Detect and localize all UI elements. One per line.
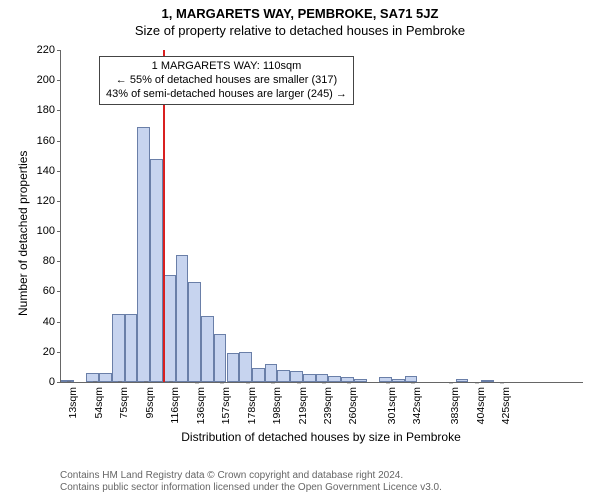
y-tick: 60 bbox=[43, 285, 61, 297]
histogram-bar bbox=[188, 282, 201, 382]
x-tick: 425sqm bbox=[500, 382, 512, 424]
y-tick: 120 bbox=[37, 195, 61, 207]
y-tick: 0 bbox=[49, 376, 61, 388]
x-tick: 198sqm bbox=[271, 382, 283, 424]
x-tick: 13sqm bbox=[67, 382, 79, 419]
x-tick: 301sqm bbox=[386, 382, 398, 424]
y-tick: 100 bbox=[37, 225, 61, 237]
histogram-bar bbox=[290, 371, 303, 382]
histogram-bar bbox=[214, 334, 227, 382]
histogram-bar bbox=[303, 374, 316, 382]
attribution-line-1: Contains HM Land Registry data © Crown c… bbox=[60, 470, 442, 482]
x-tick: 75sqm bbox=[118, 382, 130, 419]
y-tick: 40 bbox=[43, 316, 61, 328]
x-tick: 54sqm bbox=[93, 382, 105, 419]
x-tick: 95sqm bbox=[144, 382, 156, 419]
histogram-bar bbox=[176, 255, 189, 382]
y-tick: 220 bbox=[37, 44, 61, 56]
plot-area: 02040608010012014016018020022013sqm54sqm… bbox=[60, 50, 583, 383]
x-tick: 157sqm bbox=[220, 382, 232, 424]
y-tick: 20 bbox=[43, 346, 61, 358]
y-tick: 200 bbox=[37, 74, 61, 86]
y-tick: 140 bbox=[37, 165, 61, 177]
histogram-bar bbox=[252, 368, 265, 382]
attribution-line-2: Contains public sector information licen… bbox=[60, 482, 442, 494]
y-tick: 80 bbox=[43, 255, 61, 267]
chart-subtitle: Size of property relative to detached ho… bbox=[0, 21, 600, 38]
x-axis-label: Distribution of detached houses by size … bbox=[60, 430, 582, 444]
histogram-bar bbox=[265, 364, 278, 382]
x-tick: 260sqm bbox=[347, 382, 359, 424]
chart-container: 1, MARGARETS WAY, PEMBROKE, SA71 5JZ Siz… bbox=[0, 0, 600, 500]
x-tick: 342sqm bbox=[411, 382, 423, 424]
histogram-bar bbox=[277, 370, 290, 382]
x-tick: 178sqm bbox=[246, 382, 258, 424]
x-tick: 136sqm bbox=[195, 382, 207, 424]
histogram-bar bbox=[99, 373, 112, 382]
histogram-bar bbox=[239, 352, 252, 382]
x-tick: 383sqm bbox=[449, 382, 461, 424]
histogram-bar bbox=[112, 314, 125, 382]
y-tick: 160 bbox=[37, 135, 61, 147]
histogram-bar bbox=[150, 159, 163, 382]
y-axis-label: Number of detached properties bbox=[16, 151, 30, 316]
x-tick: 219sqm bbox=[297, 382, 309, 424]
y-tick: 180 bbox=[37, 104, 61, 116]
histogram-bar bbox=[227, 353, 240, 382]
histogram-bar bbox=[125, 314, 138, 382]
histogram-bar bbox=[137, 127, 150, 382]
annotation-line: 1 MARGARETS WAY: 110sqm bbox=[106, 60, 347, 74]
x-tick: 404sqm bbox=[475, 382, 487, 424]
x-tick: 116sqm bbox=[169, 382, 181, 424]
histogram-bar bbox=[201, 316, 214, 382]
chart-title: 1, MARGARETS WAY, PEMBROKE, SA71 5JZ bbox=[0, 0, 600, 21]
annotation-box: 1 MARGARETS WAY: 110sqm← 55% of detached… bbox=[99, 56, 354, 105]
histogram-bar bbox=[316, 374, 329, 382]
x-tick: 239sqm bbox=[322, 382, 334, 424]
histogram-bar bbox=[86, 373, 99, 382]
annotation-line: ← 55% of detached houses are smaller (31… bbox=[106, 74, 347, 88]
attribution: Contains HM Land Registry data © Crown c… bbox=[60, 470, 442, 494]
annotation-line: 43% of semi-detached houses are larger (… bbox=[106, 88, 347, 102]
